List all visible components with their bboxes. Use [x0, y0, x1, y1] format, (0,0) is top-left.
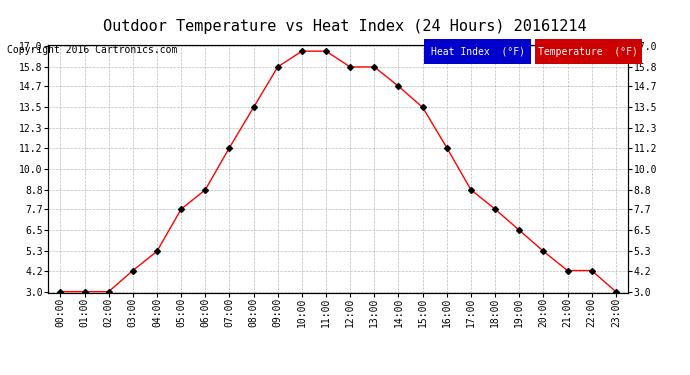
Text: Copyright 2016 Cartronics.com: Copyright 2016 Cartronics.com — [7, 45, 177, 55]
Text: Heat Index  (°F): Heat Index (°F) — [431, 46, 525, 57]
Text: Outdoor Temperature vs Heat Index (24 Hours) 20161214: Outdoor Temperature vs Heat Index (24 Ho… — [104, 19, 586, 34]
Text: Temperature  (°F): Temperature (°F) — [538, 46, 638, 57]
